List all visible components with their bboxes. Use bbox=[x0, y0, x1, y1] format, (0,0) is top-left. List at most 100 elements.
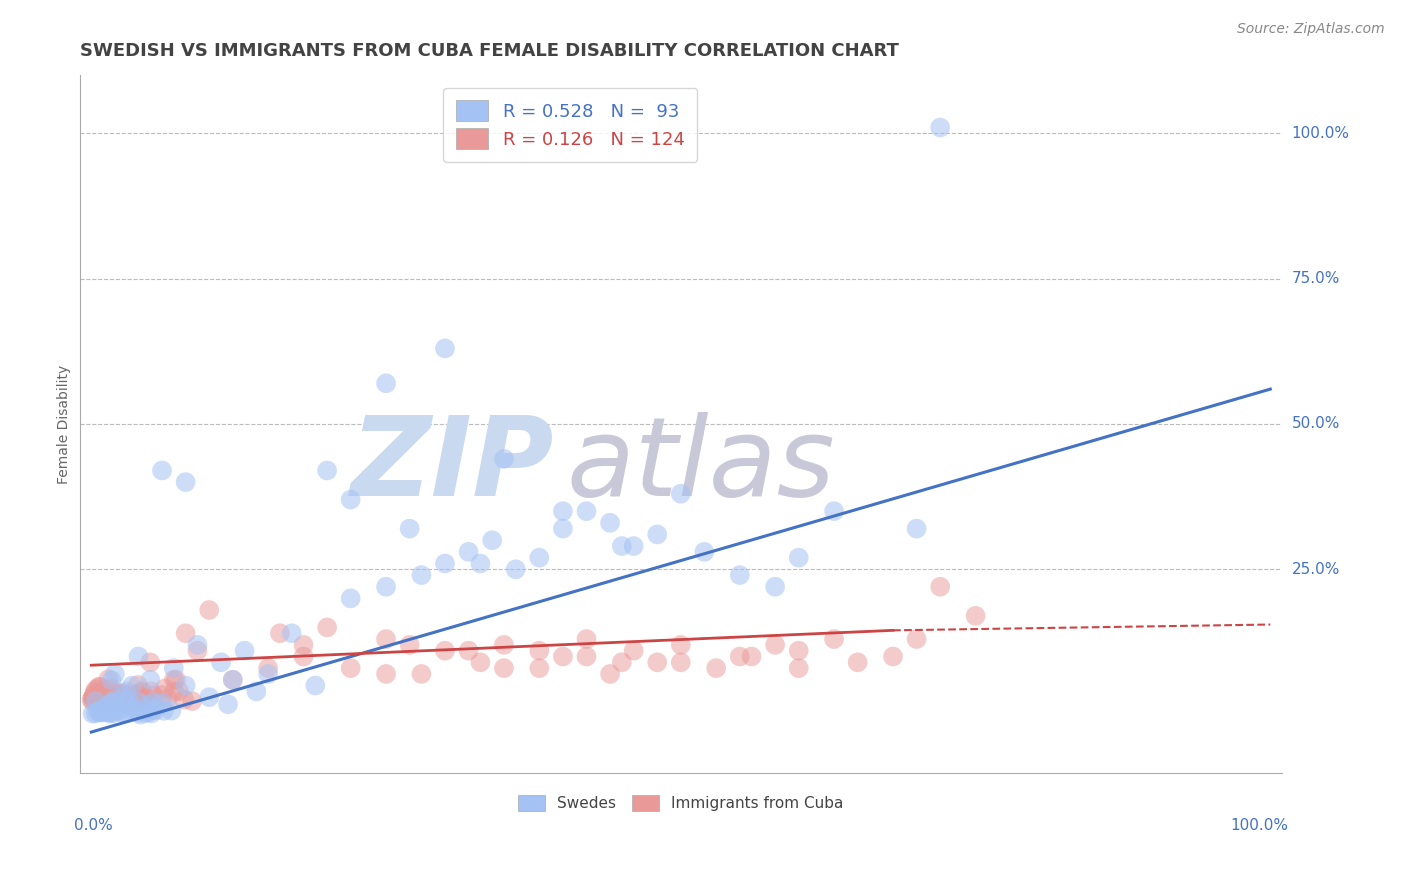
Point bbox=[134, 706, 156, 720]
Point bbox=[97, 693, 120, 707]
Point bbox=[160, 704, 183, 718]
Text: atlas: atlas bbox=[567, 412, 835, 519]
Point bbox=[121, 690, 143, 704]
Point bbox=[124, 701, 146, 715]
Point bbox=[167, 684, 190, 698]
Point bbox=[905, 522, 928, 536]
Point bbox=[965, 608, 987, 623]
Point bbox=[121, 696, 143, 710]
Point bbox=[104, 703, 127, 717]
Point bbox=[97, 694, 120, 708]
Point bbox=[610, 655, 633, 669]
Point bbox=[115, 695, 138, 709]
Point bbox=[98, 706, 121, 720]
Point bbox=[222, 673, 245, 687]
Point bbox=[145, 703, 167, 717]
Point bbox=[292, 638, 315, 652]
Point bbox=[103, 695, 125, 709]
Point bbox=[156, 691, 179, 706]
Point bbox=[173, 692, 195, 706]
Point bbox=[728, 649, 751, 664]
Point bbox=[222, 673, 245, 687]
Point bbox=[153, 681, 176, 696]
Point bbox=[135, 694, 157, 708]
Point bbox=[165, 673, 187, 687]
Point bbox=[623, 643, 645, 657]
Point bbox=[623, 539, 645, 553]
Text: 0.0%: 0.0% bbox=[73, 818, 112, 833]
Point bbox=[112, 686, 135, 700]
Point bbox=[97, 689, 120, 703]
Point bbox=[136, 698, 159, 713]
Point bbox=[233, 643, 256, 657]
Point bbox=[135, 691, 157, 706]
Point bbox=[132, 695, 155, 709]
Point bbox=[787, 661, 810, 675]
Point bbox=[82, 690, 104, 705]
Point bbox=[120, 694, 142, 708]
Point bbox=[122, 704, 145, 718]
Point bbox=[110, 706, 132, 720]
Point bbox=[110, 693, 132, 707]
Point bbox=[505, 562, 527, 576]
Point bbox=[97, 692, 120, 706]
Point bbox=[846, 655, 869, 669]
Point bbox=[669, 487, 692, 501]
Point bbox=[89, 704, 111, 718]
Point bbox=[787, 643, 810, 657]
Point bbox=[150, 463, 173, 477]
Point bbox=[163, 661, 186, 675]
Text: SWEDISH VS IMMIGRANTS FROM CUBA FEMALE DISABILITY CORRELATION CHART: SWEDISH VS IMMIGRANTS FROM CUBA FEMALE D… bbox=[80, 42, 898, 60]
Point bbox=[375, 376, 398, 391]
Point bbox=[121, 692, 143, 706]
Point bbox=[82, 706, 104, 721]
Point bbox=[375, 580, 398, 594]
Point bbox=[90, 686, 112, 700]
Point bbox=[150, 688, 173, 702]
Point bbox=[96, 682, 118, 697]
Point bbox=[127, 706, 149, 720]
Point bbox=[339, 661, 361, 675]
Point bbox=[492, 661, 515, 675]
Point bbox=[411, 568, 433, 582]
Point bbox=[100, 681, 122, 695]
Point bbox=[174, 626, 197, 640]
Point bbox=[112, 693, 135, 707]
Point bbox=[82, 694, 104, 708]
Point bbox=[103, 693, 125, 707]
Point bbox=[198, 603, 221, 617]
Point bbox=[98, 706, 121, 721]
Point bbox=[117, 693, 139, 707]
Point bbox=[181, 694, 204, 708]
Point bbox=[122, 690, 145, 704]
Point bbox=[434, 643, 457, 657]
Point bbox=[763, 638, 786, 652]
Point bbox=[269, 626, 291, 640]
Point bbox=[114, 695, 136, 709]
Point bbox=[457, 643, 479, 657]
Point bbox=[245, 684, 267, 698]
Point bbox=[141, 706, 163, 721]
Point bbox=[551, 649, 574, 664]
Point bbox=[90, 706, 112, 720]
Point bbox=[108, 694, 131, 708]
Point bbox=[82, 690, 104, 704]
Point bbox=[257, 667, 280, 681]
Point bbox=[174, 679, 197, 693]
Point bbox=[96, 688, 118, 702]
Point bbox=[89, 690, 111, 705]
Point bbox=[529, 661, 551, 675]
Point bbox=[398, 522, 420, 536]
Point bbox=[599, 516, 621, 530]
Point bbox=[186, 638, 208, 652]
Point bbox=[470, 557, 492, 571]
Point bbox=[481, 533, 503, 548]
Point bbox=[110, 688, 132, 702]
Point bbox=[100, 692, 122, 706]
Point bbox=[105, 691, 128, 706]
Point bbox=[339, 492, 361, 507]
Point bbox=[96, 691, 118, 706]
Point bbox=[84, 706, 107, 721]
Point bbox=[84, 682, 107, 697]
Point bbox=[575, 632, 598, 646]
